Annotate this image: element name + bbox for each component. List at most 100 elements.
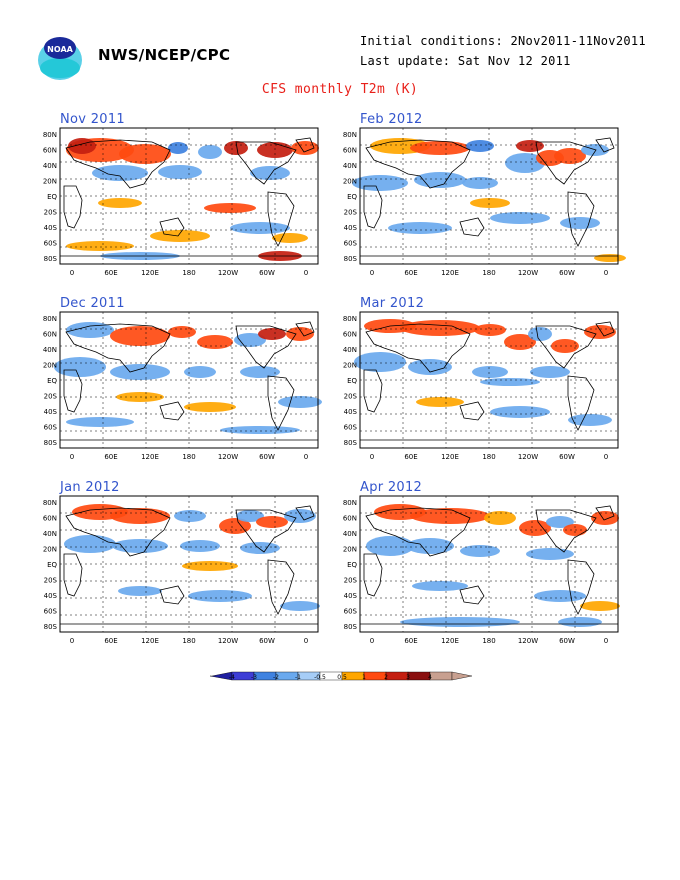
lat-tick-label: 20S [344,577,358,585]
coastline [235,141,297,185]
lat-tick-label: EQ [47,377,57,385]
lon-tick-label: 120W [218,637,238,645]
panel-title: Feb 2012 [360,112,423,127]
lon-tick-label: 60W [259,637,275,645]
anomaly-region [66,322,114,338]
lon-tick-label: 60E [404,453,417,461]
map-frame [359,495,619,633]
lon-tick-label: 0 [70,453,74,461]
anomaly-region [410,508,490,524]
coastline [567,191,595,247]
anomaly-region [474,324,506,336]
lat-tick-label: 60N [343,147,357,155]
lon-tick-label: 60W [259,269,275,277]
anomaly-region [64,535,116,553]
lat-tick-label: 80S [344,623,358,631]
coastline [295,505,315,521]
anomaly-region [280,601,320,611]
coastline [363,553,383,597]
lat-tick-label: 80S [44,255,58,263]
anomaly-region [519,520,551,536]
lat-tick-label: 40N [43,530,57,538]
lat-tick-label: 80N [43,131,57,139]
anomaly-region [54,357,106,377]
lon-tick-label: 0 [604,637,608,645]
coastline [535,141,597,185]
coastline [159,401,185,421]
anomaly-region [568,414,612,426]
lon-tick-label: 60E [104,637,117,645]
lat-tick-label: 60S [44,424,58,432]
lon-tick-label: 60E [104,269,117,277]
anomaly-region [224,141,248,155]
lat-tick-label: 20N [343,362,357,370]
lat-tick-label: 40S [44,224,58,232]
map-panel: Mar 2012 80N 60N 40N 20N EQ 20S 40S 60S 80S 0 60E 1… [332,296,632,462]
anomaly-region [184,402,236,412]
anomaly-map: 80N 60N 40N 20N EQ 20S 40S 60S 80S 0 60E 120E 180 120… [43,127,319,277]
lat-tick-label: 40S [344,224,358,232]
map-panel: Jan 2012 80N 60N 40N 20N EQ 20S 40S 60S 80S 0 60E 1… [32,480,332,646]
lon-tick-label: 0 [370,453,374,461]
lon-tick-label: 60W [559,453,575,461]
coastline [159,585,185,605]
lat-tick-label: 40S [44,592,58,600]
anomaly-region [580,601,620,611]
lat-tick-label: 20S [344,209,358,217]
lon-tick-label: 0 [70,269,74,277]
lat-tick-label: 40N [343,530,357,538]
anomaly-region [466,140,494,152]
coastline [365,139,471,189]
lon-tick-label: 60E [404,269,417,277]
anomaly-region [180,540,220,552]
lon-tick-label: 0 [304,269,308,277]
anomaly-region [68,138,96,154]
anomaly-region [416,397,464,407]
anomaly-region [591,511,619,525]
anomaly-region [400,617,520,627]
coastline [235,325,297,369]
anomaly-region [168,142,188,154]
lon-tick-label: 60W [559,637,575,645]
lon-tick-label: 0 [604,269,608,277]
legend-label: 2 [384,674,388,681]
legend-swatch [407,671,431,681]
anomaly-region [584,325,616,339]
anomaly-region [204,203,256,213]
anomaly-region [286,327,314,341]
lat-tick-label: 40S [344,408,358,416]
legend-label: -2 [273,674,279,681]
anomaly-region [505,153,545,173]
anomaly-region [230,222,290,234]
coastline [267,191,295,247]
lon-tick-label: 180 [482,453,495,461]
anomaly-region [470,198,510,208]
anomaly-region [406,538,454,554]
coastline [235,509,297,553]
lon-tick-label: 120W [518,637,538,645]
coastline [567,375,595,431]
anomaly-region [412,581,468,591]
coastline [459,401,485,421]
lat-tick-label: 40N [43,162,57,170]
anomaly-region [530,366,570,378]
lon-tick-label: 60E [404,637,417,645]
coastline [567,559,595,615]
lat-tick-label: 20S [44,393,58,401]
lat-tick-label: EQ [347,377,357,385]
anomaly-region [118,586,162,596]
map-frame [59,311,319,449]
lon-tick-label: 180 [182,637,195,645]
legend-label: 0.5 [337,674,347,681]
anomaly-region [66,241,134,251]
lon-tick-label: 120W [518,453,538,461]
lat-tick-label: 80N [343,131,357,139]
anomaly-region [256,516,288,528]
lon-tick-label: 0 [304,637,308,645]
anomaly-region [472,366,508,378]
last-update: Last update: Sat Nov 12 2011 [360,54,571,68]
lon-tick-label: 120E [441,269,459,277]
lon-tick-label: 120E [441,453,459,461]
lat-tick-label: 60N [43,147,57,155]
lat-tick-label: 20S [344,393,358,401]
